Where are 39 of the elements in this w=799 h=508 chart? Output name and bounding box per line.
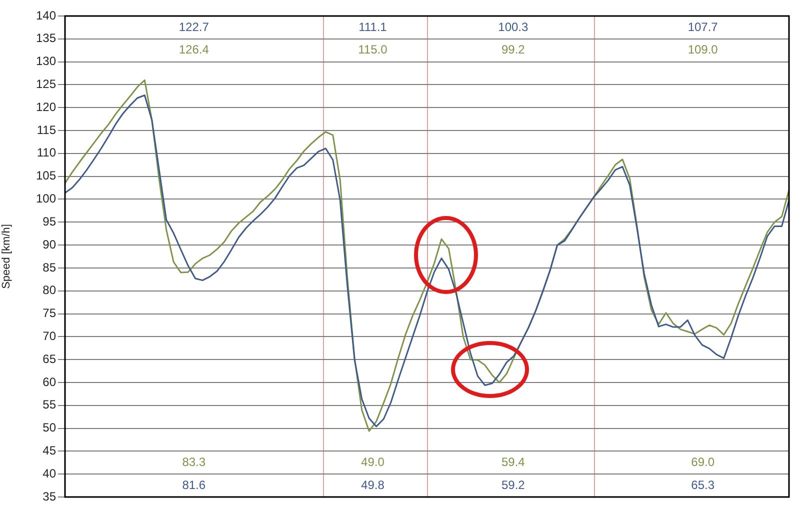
- y-tick-label: 115: [36, 122, 56, 137]
- y-axis-title: Speed [km/h]: [0, 224, 13, 289]
- y-tick-label: 140: [36, 8, 56, 22]
- y-tick-label: 70: [42, 328, 56, 343]
- y-tick-label: 105: [36, 168, 56, 183]
- annotation: 107.7: [688, 20, 718, 34]
- y-tick-label: 45: [42, 444, 56, 458]
- y-tick-label: 60: [42, 374, 56, 389]
- y-tick-label: 55: [42, 398, 56, 412]
- y-tick-label: 125: [36, 77, 56, 92]
- y-tick-label: 120: [36, 100, 56, 114]
- annotation: 65.3: [691, 478, 715, 492]
- y-tick-label: 100: [36, 192, 56, 206]
- y-tick-label: 130: [36, 54, 56, 68]
- y-tick-label: 50: [42, 420, 56, 435]
- annotation: 109.0: [688, 42, 718, 56]
- y-tick-label: 135: [36, 31, 56, 46]
- y-tick-label: 35: [42, 489, 56, 504]
- annotation: 126.4: [178, 42, 210, 56]
- annotation: 81.6: [182, 478, 206, 492]
- annotation: 69.0: [691, 455, 715, 470]
- y-tick-label: 40: [42, 466, 56, 480]
- annotation: 59.2: [501, 478, 526, 492]
- y-tick-label: 110: [36, 146, 56, 160]
- annotation: 83.3: [182, 455, 206, 470]
- annotation: 99.2: [501, 42, 526, 56]
- annotation: 115.0: [358, 42, 388, 56]
- y-tick-label: 90: [42, 237, 56, 252]
- y-tick-label: 85: [42, 260, 56, 274]
- y-tick-label: 65: [42, 352, 56, 366]
- y-tick-label: 80: [42, 283, 56, 298]
- y-tick-label: 75: [42, 306, 56, 320]
- annotation: 59.4: [501, 455, 526, 470]
- annotation: 49.0: [361, 455, 385, 470]
- annotation: 100.3: [498, 20, 528, 34]
- annotation: 49.8: [361, 478, 385, 492]
- annotation: 122.7: [178, 20, 210, 34]
- y-tick-label: 95: [42, 214, 56, 228]
- annotation: 111.1: [358, 20, 388, 34]
